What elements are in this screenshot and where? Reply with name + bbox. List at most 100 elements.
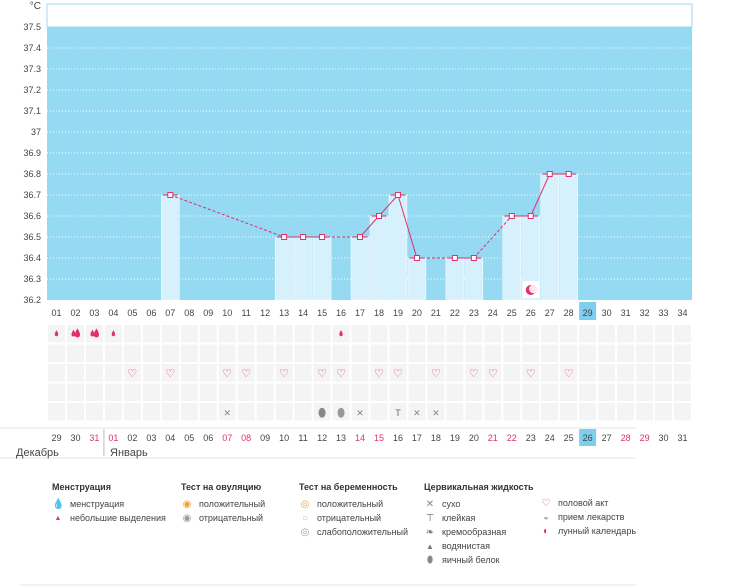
heart-icon: ♡ <box>317 368 327 380</box>
temperature-bar <box>274 236 294 301</box>
calendar-date-label: 28 <box>621 433 631 443</box>
marker-cell <box>84 363 104 383</box>
marker-cell <box>65 402 85 422</box>
marker-cell <box>141 363 161 383</box>
marker-cell <box>559 324 579 344</box>
watery-icon <box>318 407 326 418</box>
drop-light-icon <box>54 330 59 337</box>
pill-icon: ◒ <box>542 511 550 523</box>
legend-item-label: отрицательный <box>199 513 264 523</box>
heart-icon: ♡ <box>541 497 551 509</box>
marker-cell <box>464 363 484 383</box>
marker-cell <box>198 324 218 344</box>
cycle-day-label: 32 <box>640 308 650 318</box>
calendar-date-label: 27 <box>602 433 612 443</box>
temperature-point <box>167 192 174 198</box>
marker-cell <box>141 343 161 363</box>
temperature-line-segment <box>378 194 399 217</box>
temperature-point <box>281 234 288 240</box>
ovulation-positive-icon: ◉ <box>182 498 192 510</box>
legend-item: ◉ отрицательный <box>181 511 265 525</box>
temperature-point <box>394 192 401 198</box>
marker-cell <box>369 402 389 422</box>
temperature-point <box>413 255 420 261</box>
marker-cell <box>331 343 351 363</box>
marker-cell <box>407 343 427 363</box>
calendar-date-label: 30 <box>70 433 80 443</box>
marker-cell <box>217 402 237 422</box>
marker-cell <box>47 343 66 363</box>
legend-item: ◐ лунный календарь <box>540 524 636 538</box>
marker-cell <box>616 324 636 344</box>
marker-cell <box>445 382 465 402</box>
marker-cell <box>673 363 693 383</box>
marker-cell <box>464 402 484 422</box>
drop-light-icon: ▲ <box>54 514 62 522</box>
marker-cell <box>122 363 142 383</box>
marker-cell <box>540 324 560 344</box>
cycle-day-label: 15 <box>317 308 327 318</box>
calendar-date-label: 08 <box>241 433 251 443</box>
marker-cell <box>84 382 104 402</box>
cycle-day-label: 08 <box>184 308 194 318</box>
dry-icon: ✕ <box>432 408 440 418</box>
marker-cell <box>122 324 142 344</box>
temperature-bar <box>445 257 465 301</box>
marker-cell <box>388 402 408 422</box>
calendar-date-label: 11 <box>298 433 307 443</box>
heart-icon: ♡ <box>431 368 441 380</box>
marker-cell <box>122 402 142 422</box>
marker-cell <box>103 402 123 422</box>
calendar-date-label: 06 <box>203 433 213 443</box>
legend-title: Цервикальная жидкость <box>424 482 534 492</box>
y-tick-label: 37.2 <box>23 85 41 95</box>
cycle-day-label: 29 <box>583 308 593 318</box>
temperature-point <box>508 213 515 219</box>
calendar-date-label: 23 <box>526 433 536 443</box>
legend-item: ◎ положительный <box>299 497 408 511</box>
legend-item: ▲ небольшие выделения <box>52 511 166 525</box>
today-highlight <box>579 302 597 320</box>
temperature-bar <box>388 194 408 301</box>
temperature-point <box>375 213 382 219</box>
temperature-bar <box>502 215 522 301</box>
egg-white-icon <box>337 407 345 418</box>
marker-cell <box>160 363 180 383</box>
marker-cell <box>255 343 275 363</box>
drop-heavy-icon <box>74 328 81 338</box>
sticky-icon: ⊤ <box>425 512 435 524</box>
marker-cell <box>217 382 237 402</box>
y-tick-label: 37 <box>31 127 41 137</box>
cycle-day-label: 34 <box>678 308 688 318</box>
month-label-january: Январь <box>110 447 148 459</box>
marker-cell <box>369 363 389 383</box>
cycle-day-label: 28 <box>564 308 574 318</box>
calendar-date-label: 04 <box>165 433 175 443</box>
marker-cell <box>407 382 427 402</box>
dry-icon: ✕ <box>356 408 364 418</box>
cycle-day-label: 17 <box>355 308 365 318</box>
calendar-date-label: 24 <box>545 433 555 443</box>
y-tick-label: 36.7 <box>23 190 41 200</box>
drop-heavy-icon <box>90 329 95 337</box>
legend-title: Тест на овуляцию <box>181 482 262 492</box>
legend-item-label: водянистая <box>442 541 491 551</box>
marker-cell <box>464 324 484 344</box>
cycle-day-label: 26 <box>526 308 536 318</box>
plot-area <box>47 27 692 300</box>
marker-cell <box>160 324 180 344</box>
calendar-date-label: 14 <box>355 433 365 443</box>
temperature-bar <box>464 257 484 301</box>
marker-cell <box>635 382 655 402</box>
marker-cell <box>673 382 693 402</box>
heart-icon: ♡ <box>241 368 251 380</box>
marker-cell <box>502 324 522 344</box>
cycle-day-label: 31 <box>621 308 631 318</box>
marker-cell <box>350 324 370 344</box>
marker-cell <box>312 382 332 402</box>
marker-cell <box>198 382 218 402</box>
marker-cell <box>559 402 579 422</box>
legend-item: 💧 менструация <box>52 497 166 511</box>
pregnancy-positive-icon: ◎ <box>300 498 310 510</box>
marker-cell <box>635 324 655 344</box>
